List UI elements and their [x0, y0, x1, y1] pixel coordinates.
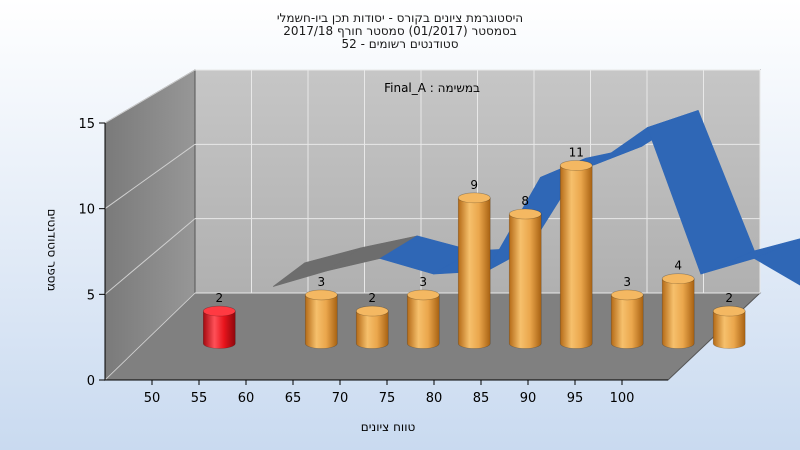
x-tick-label-10: 100 [610, 391, 635, 406]
bar-cap-2 [355, 305, 389, 317]
bar-3 [406, 289, 440, 349]
x-tick-label-5: 75 [379, 391, 396, 406]
value-labels: 2 3 2 3 9 8 11 3 4 2 [215, 145, 733, 305]
bar-cap-7 [610, 289, 644, 301]
bar-body-6 [559, 165, 593, 349]
bar-body-5 [508, 213, 542, 349]
ribbon-segment-8 [700, 238, 800, 275]
x-tick-label-2: 60 [238, 391, 255, 406]
x-tick-label-7: 85 [473, 391, 490, 406]
bar-9 [712, 305, 746, 349]
title-line-1: היסטוגרמת ציונים בקורס - יסודות תכן ביו-… [277, 11, 523, 25]
value-label-7: 3 [623, 275, 631, 289]
y-tick-label-3: 15 [78, 117, 95, 132]
bar-6 [559, 160, 593, 349]
bar-1 [304, 289, 338, 349]
bar-cap-0 [202, 305, 236, 317]
bar-8 [661, 273, 695, 349]
grid-side-0 [104, 292, 196, 381]
x-tick-label-0: 50 [144, 391, 161, 406]
title-line-3: סטודנטים רשומים - 52 [341, 37, 458, 51]
x-tick-label-4: 70 [332, 391, 349, 406]
grid-side-3 [104, 69, 196, 124]
bar-cap-4 [457, 192, 491, 204]
value-label-4: 9 [470, 178, 478, 192]
y-tick-label-0: 0 [87, 374, 95, 389]
y-tick-label-1: 5 [87, 288, 95, 303]
series-legend: במשימה : Final_A [384, 81, 480, 95]
bar-5 [508, 208, 542, 349]
y-axis-label: מספר סטודנטים [45, 209, 59, 292]
x-tick-label-3: 65 [285, 391, 302, 406]
bar-body-8 [661, 278, 695, 349]
bar-cap-6 [559, 160, 593, 171]
value-label-6: 11 [569, 145, 584, 159]
x-axis-ticks: 50 55 60 65 70 75 80 85 90 95 100 [144, 380, 635, 406]
bar-body-2 [355, 310, 389, 349]
bar-cap-1 [304, 289, 338, 301]
bar-0 [202, 305, 236, 349]
bar-2 [355, 305, 389, 349]
x-tick-label-8: 90 [520, 391, 537, 406]
value-label-0: 2 [215, 291, 223, 305]
x-tick-label-1: 55 [191, 391, 208, 406]
value-label-8: 4 [674, 259, 682, 273]
bar-cap-9 [712, 305, 746, 317]
x-tick-label-6: 80 [426, 391, 443, 406]
bar-7 [610, 289, 644, 349]
bar-body-0 [202, 310, 236, 349]
bar-cap-3 [406, 289, 440, 301]
bar-4 [457, 192, 491, 349]
bar-body-1 [304, 294, 338, 349]
bar-body-9 [712, 310, 746, 349]
grid-side-2 [104, 143, 196, 210]
value-label-5: 8 [521, 194, 529, 208]
bar-body-3 [406, 294, 440, 349]
y-axis-ticks: 0 5 10 15 [78, 117, 105, 389]
value-label-1: 3 [317, 275, 325, 289]
value-label-2: 2 [368, 291, 376, 305]
x-tick-label-9: 95 [567, 391, 584, 406]
x-axis-label: טווח ציונים [361, 420, 416, 434]
bar-cap-8 [661, 273, 695, 285]
value-label-3: 3 [419, 275, 427, 289]
y-tick-label-2: 10 [78, 203, 95, 218]
grid-side-1 [104, 218, 196, 295]
bar-cap-5 [508, 208, 542, 220]
title-line-2: בסמסטר (01/2017) סמסטר חורף 2017/18 [283, 24, 516, 38]
chart-title: היסטוגרמת ציונים בקורס - יסודות תכן ביו-… [277, 11, 523, 51]
bars [202, 160, 746, 349]
value-label-9: 2 [725, 291, 733, 305]
ribbon-segment-9 [753, 239, 800, 286]
bar-body-4 [457, 197, 491, 349]
bar-body-7 [610, 294, 644, 349]
